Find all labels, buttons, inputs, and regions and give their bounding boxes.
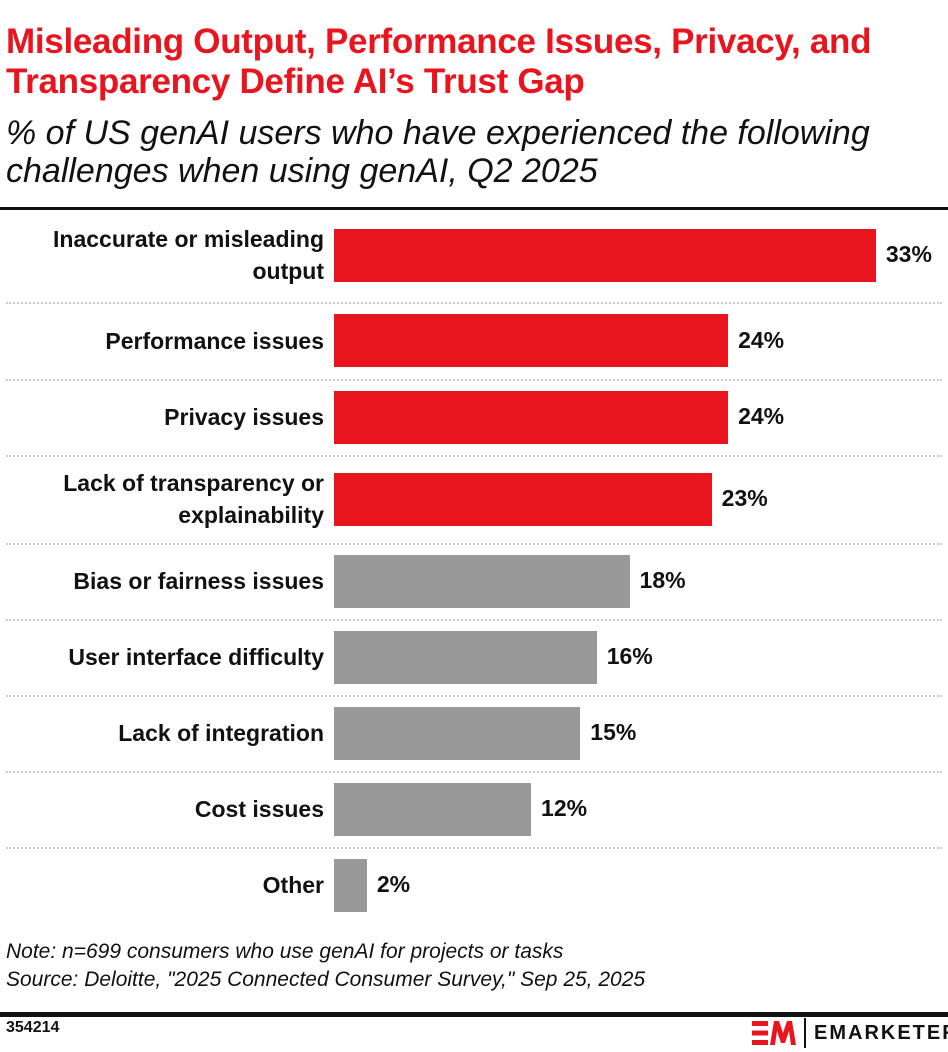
- chart-id: 354214: [6, 1019, 60, 1036]
- value-label: 24%: [738, 403, 785, 429]
- category-label: Lack of integration: [118, 720, 324, 746]
- category-label: Other: [262, 872, 324, 898]
- row-divider: [6, 302, 942, 304]
- value-label: 12%: [541, 795, 588, 821]
- bar: [334, 858, 367, 912]
- row-divider: [6, 543, 942, 545]
- bar: [334, 630, 597, 684]
- bar: [334, 782, 532, 836]
- category-label: Lack of transparency or explainability: [63, 470, 324, 528]
- note-text: Note: n=699 consumers who use genAI for …: [6, 940, 564, 963]
- row-divider: [6, 379, 942, 381]
- row-divider: [6, 619, 942, 621]
- footnote: Note: n=699 consumers who use genAI for …: [6, 938, 645, 994]
- bar: [334, 554, 630, 608]
- row-divider: [6, 695, 942, 697]
- value-label: 15%: [590, 719, 637, 745]
- row-divider: [6, 771, 942, 773]
- value-label: 33%: [885, 241, 932, 267]
- value-label: 18%: [639, 567, 686, 593]
- bar: [334, 314, 729, 367]
- category-label: Inaccurate or misleading output: [53, 226, 324, 284]
- row-divider: [6, 455, 942, 457]
- bar: [334, 706, 581, 760]
- top-rule: [0, 207, 948, 210]
- category-label: Cost issues: [194, 796, 324, 822]
- source-text: Source: Deloitte, "2025 Connected Consum…: [6, 968, 646, 991]
- value-label: 16%: [606, 643, 653, 669]
- bar: [334, 228, 876, 282]
- category-label: Privacy issues: [164, 404, 324, 430]
- category-label: Performance issues: [105, 327, 324, 354]
- value-label: 2%: [376, 871, 411, 897]
- value-label: 23%: [721, 485, 768, 511]
- footer-rule: [0, 1012, 948, 1017]
- chart-title: Misleading Output, Performance Issues, P…: [6, 22, 872, 101]
- category-label: Bias or fairness issues: [73, 568, 324, 594]
- em-logo-icon: [752, 1021, 796, 1045]
- row-divider: [6, 847, 942, 849]
- value-label: 24%: [738, 326, 785, 353]
- chart-subtitle: % of US genAI users who have experienced…: [6, 114, 870, 190]
- bar: [334, 390, 729, 444]
- bar: [334, 472, 712, 526]
- emarketer-logo: EMARKETER: [752, 1016, 948, 1050]
- category-label: User interface difficulty: [68, 644, 324, 670]
- brand-name: EMARKETER: [814, 1021, 948, 1044]
